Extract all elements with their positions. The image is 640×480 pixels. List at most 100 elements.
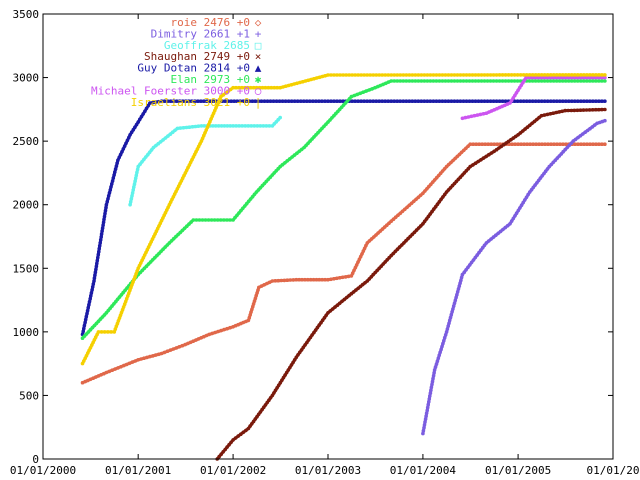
data-point xyxy=(552,73,556,77)
data-point xyxy=(509,98,514,103)
data-point xyxy=(106,330,110,334)
data-point xyxy=(243,85,247,90)
data-point xyxy=(600,73,604,77)
data-point xyxy=(280,378,284,383)
data-point xyxy=(524,73,529,77)
data-point xyxy=(386,80,391,84)
data-point xyxy=(323,277,327,282)
data-point xyxy=(461,99,466,103)
data-point xyxy=(515,99,520,103)
data-point xyxy=(389,99,394,103)
data-point xyxy=(354,263,359,267)
data-point xyxy=(431,376,435,381)
data-point xyxy=(286,99,291,103)
series-5 xyxy=(80,79,607,341)
data-point xyxy=(276,278,281,283)
data-point xyxy=(410,73,415,77)
data-point xyxy=(228,87,233,92)
series-1 xyxy=(421,118,607,436)
data-point xyxy=(558,99,562,103)
data-point xyxy=(525,125,530,129)
data-point xyxy=(512,79,517,83)
data-point xyxy=(335,99,339,103)
data-point xyxy=(588,75,592,80)
data-point xyxy=(459,275,464,280)
data-point xyxy=(440,99,445,103)
data-point xyxy=(530,73,535,77)
data-point xyxy=(519,203,524,207)
data-point xyxy=(392,99,397,103)
data-point xyxy=(455,79,460,83)
data-point xyxy=(237,211,241,215)
data-point xyxy=(148,354,152,359)
data-point xyxy=(380,73,385,77)
data-point xyxy=(266,85,271,90)
data-point xyxy=(120,149,124,154)
data-point xyxy=(374,99,379,103)
data-point xyxy=(356,73,360,77)
data-point xyxy=(154,143,158,148)
x-tick-label: 01/01/2002 xyxy=(200,464,266,477)
data-point xyxy=(297,277,302,282)
data-point xyxy=(588,99,592,103)
data-point xyxy=(449,312,454,317)
data-point xyxy=(161,138,165,142)
data-point xyxy=(497,73,502,77)
data-point xyxy=(434,79,439,83)
data-point xyxy=(500,79,505,83)
data-point xyxy=(229,99,233,103)
data-point xyxy=(431,73,436,77)
data-point xyxy=(597,75,601,80)
data-point xyxy=(174,99,179,103)
data-point xyxy=(119,310,124,315)
data-point xyxy=(542,79,547,83)
data-point xyxy=(445,327,450,331)
data-point xyxy=(166,205,170,210)
data-point xyxy=(106,197,110,201)
data-point xyxy=(521,73,526,77)
data-point xyxy=(536,73,541,77)
legend-marker: ▲ xyxy=(255,62,262,75)
data-point xyxy=(113,327,118,331)
data-point xyxy=(537,115,541,120)
data-point xyxy=(234,85,238,90)
data-point xyxy=(573,73,577,77)
data-point xyxy=(597,79,601,83)
data-point xyxy=(359,73,363,77)
data-point xyxy=(223,447,227,452)
data-point xyxy=(267,280,272,285)
data-point xyxy=(392,79,397,83)
data-point xyxy=(527,99,532,103)
data-point xyxy=(451,307,455,311)
data-point xyxy=(600,75,604,80)
data-point xyxy=(280,99,285,103)
data-point xyxy=(247,99,252,103)
data-point xyxy=(560,109,564,114)
data-point xyxy=(491,79,496,83)
data-point xyxy=(475,253,480,257)
data-point xyxy=(573,79,577,83)
data-point xyxy=(442,338,446,343)
data-point xyxy=(353,265,358,270)
data-point xyxy=(566,75,571,80)
data-point xyxy=(177,345,182,349)
data-point xyxy=(297,149,302,154)
data-point xyxy=(104,370,109,375)
y-tick-label: 3000 xyxy=(13,72,40,85)
data-point xyxy=(340,275,345,280)
data-point xyxy=(561,79,565,83)
data-point xyxy=(548,112,553,116)
data-point xyxy=(481,112,486,116)
series-2 xyxy=(128,115,283,207)
data-point xyxy=(482,79,487,83)
data-point xyxy=(407,99,412,103)
data-point xyxy=(522,142,526,146)
data-point xyxy=(143,109,147,113)
data-point xyxy=(333,305,337,309)
legend: roie 2476 +0 ◇ Dimitry 2661 +1 + Geoffrak 26… xyxy=(91,16,262,109)
data-point xyxy=(422,219,427,224)
data-point xyxy=(426,402,431,407)
data-point xyxy=(581,108,586,112)
data-point xyxy=(488,79,493,83)
data-point xyxy=(452,79,457,83)
